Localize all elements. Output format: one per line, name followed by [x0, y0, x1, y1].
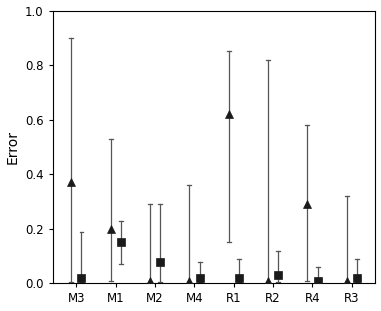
Y-axis label: Error: Error — [6, 130, 19, 164]
